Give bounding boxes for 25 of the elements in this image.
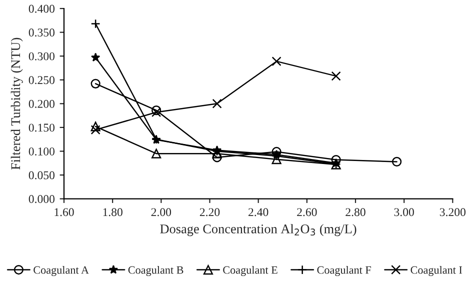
y-tick-label: 0.150 <box>28 124 55 132</box>
y-tick-label: 0.050 <box>28 171 55 180</box>
legend-label: Coagulant A <box>34 266 89 276</box>
x-tick-label: 2.00 <box>151 208 172 216</box>
y-tick-label: 0.350 <box>28 28 55 37</box>
x-tick-label: 1.60 <box>54 208 74 216</box>
y-tick-label: 0.300 <box>28 52 55 60</box>
y-tick-label: 0.000 <box>28 195 55 204</box>
y-axis-title: Filtered Turbidity (NTU) <box>10 38 23 170</box>
y-tick-label: 0.400 <box>28 4 55 13</box>
legend-label: Coagulant B <box>128 266 184 276</box>
x-axis-title: Dosage Concentration Al$_{2}$O$_{3}$ (mg/L) <box>160 224 356 236</box>
x-tick-label: 3.00 <box>394 208 414 216</box>
y-tick-label: 0.100 <box>28 147 55 156</box>
x-tick-label: 2.60 <box>297 208 317 216</box>
legend-label: Coagulant I <box>410 266 462 276</box>
y-tick-label: 0.200 <box>28 100 55 108</box>
legend-label: Coagulant F <box>317 266 371 276</box>
x-tick-label: 1.80 <box>103 208 122 216</box>
legend-label: Coagulant E <box>223 266 278 276</box>
x-tick-label: 2.20 <box>200 208 220 216</box>
x-tick-label: 3.200 <box>440 208 466 216</box>
x-tick-label: 2.80 <box>346 208 366 216</box>
x-tick-label: 2.40 <box>248 208 268 216</box>
y-tick-label: 0.250 <box>28 76 55 84</box>
